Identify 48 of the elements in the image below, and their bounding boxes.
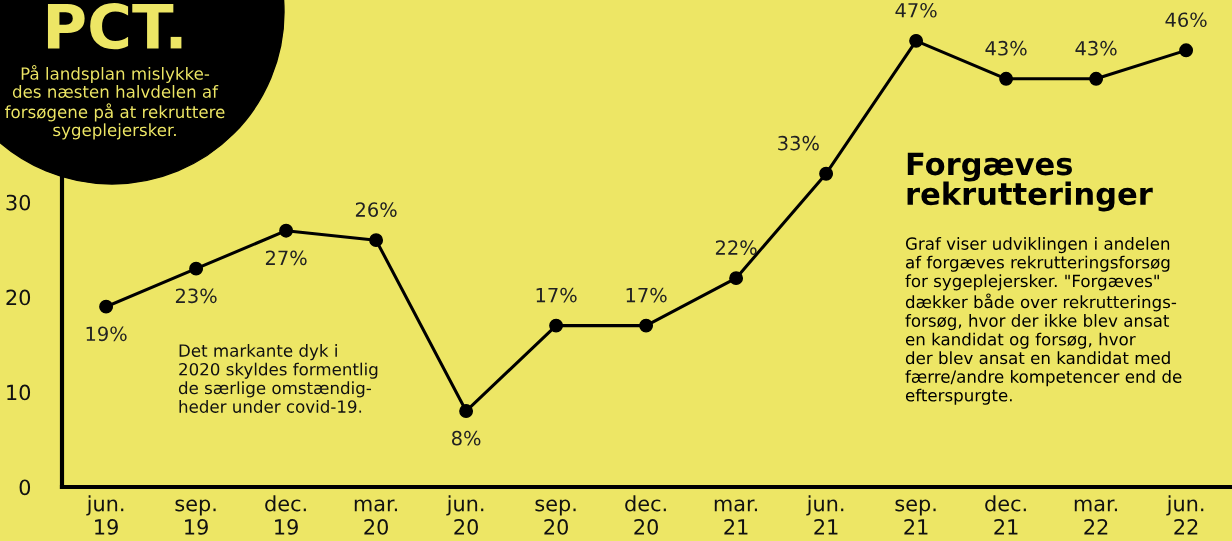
x-tick-label: mar. 22 [1074, 499, 1118, 535]
x-tick-label: sep. 21 [895, 499, 936, 535]
x-tick-label: jun. 22 [1166, 495, 1204, 535]
point [459, 404, 474, 418]
data-label: 27% [265, 250, 307, 266]
point [369, 233, 384, 248]
y-tick-label: 30 [6, 194, 31, 211]
x-tick-label: jun. 19 [86, 495, 124, 535]
point [1089, 71, 1104, 86]
text: Graf viser udviklingen i andelen af forgæves rekrutteringsforsøg for sygeplejersker. "Forgæves" dækker både over rekrutterings- forsøg, hvor der ikke blev ansat en kandidat og forsøg, hvor der blev ansat en kandidat med færre/andre kompetencer end de efterspurgte. [905, 237, 1182, 405]
x-tick-label: dec. 19 [265, 495, 306, 535]
data-label: 33% [778, 135, 819, 151]
x-tick-label: jun. 20 [446, 495, 484, 535]
point [189, 261, 204, 276]
data-label: 23% [175, 288, 217, 304]
data-label: 19% [86, 326, 127, 342]
x-tick-label: sep. 19 [175, 499, 216, 535]
x-tick-label: jun. 21 [806, 495, 844, 535]
data-label: 43% [985, 40, 1027, 56]
point [909, 33, 924, 48]
y-tick-label: 0 [19, 479, 31, 496]
y-tick-label: 20 [6, 289, 31, 306]
x-tick-label: mar. 21 [714, 499, 758, 535]
point [729, 271, 744, 286]
x-tick-label: dec. 21 [985, 495, 1026, 535]
point [99, 299, 114, 314]
data-label: 47% [895, 2, 937, 18]
annotation: Det markante dyk i 2020 skyldes formentlig de særlige omstændig- heder under covid-19. [178, 344, 378, 413]
data-label: 8% [452, 430, 481, 446]
data-label: 43% [1075, 40, 1117, 56]
x-tick-label: sep. 20 [535, 499, 576, 535]
data-label: 26% [355, 202, 397, 217]
point [639, 318, 654, 333]
point [999, 71, 1014, 86]
annotation: PCT. [47, 3, 182, 50]
point [819, 166, 834, 181]
data-label: 46% [1165, 12, 1207, 28]
x-tick-label: mar. 20 [354, 499, 398, 535]
point [1179, 43, 1194, 58]
data-label: 17% [626, 287, 667, 303]
data-label: 17% [536, 287, 577, 303]
text: Forgæves rekrutteringer [907, 152, 1153, 212]
annotation: På landsplan mislykke- des næsten halvdelen af forsøgene på at rekruttere sygeplejersker. [5, 65, 225, 140]
point [549, 318, 564, 333]
y-tick-label: 10 [7, 384, 31, 401]
x-tick-label: dec. 20 [625, 495, 666, 535]
point [279, 223, 294, 238]
data-label: 22% [715, 240, 757, 255]
